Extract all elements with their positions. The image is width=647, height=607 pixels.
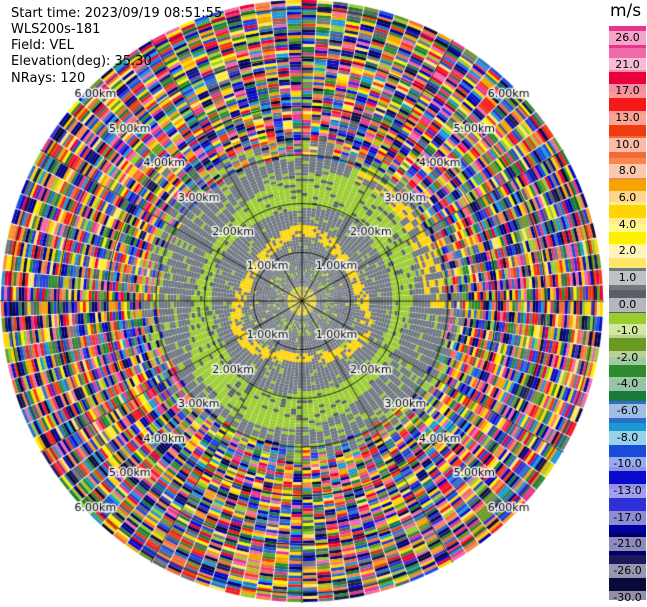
colorbar-segment (609, 466, 646, 490)
colorbar-tick-label: -4.0 (609, 377, 646, 392)
colorbar-tick-label: 4.0 (609, 217, 646, 232)
colorbar-tick-label: -26.0 (609, 564, 646, 579)
nrays-label: NRays: 120 (11, 71, 86, 86)
elevation-label: Elevation(deg): 35.30 (11, 54, 152, 69)
colorbar-tick-label: 26.0 (609, 31, 646, 45)
colorbar-tick-label: 8.0 (609, 164, 646, 179)
colorbar-tick-label: -17.0 (609, 510, 646, 525)
start-time-label: Start time: 2023/09/19 08:51:55 (11, 6, 223, 21)
colorbar-tick-label: -21.0 (609, 537, 646, 552)
colorbar-tick-label: -2.0 (609, 350, 646, 365)
field-label: Field: VEL (11, 38, 74, 53)
colorbar-tick-label: -6.0 (609, 404, 646, 419)
colorbar-tick-label: 1.0 (609, 270, 646, 285)
colorbar-tick-label: -1.0 (609, 324, 646, 339)
colorbar-tick-label: 17.0 (609, 84, 646, 99)
instrument-label: WLS200s-181 (11, 22, 101, 37)
colorbar-tick-label: 21.0 (609, 57, 646, 72)
colorbar-tick-label: -13.0 (609, 484, 646, 499)
colorbar-tick-label: -30.0 (609, 590, 646, 605)
colorbar-tick-label: -8.0 (609, 430, 646, 445)
colorbar-tick-label: -10.0 (609, 457, 646, 472)
colorbar-tick-label: 0.0 (609, 297, 646, 312)
colorbar-tick-label: 6.0 (609, 190, 646, 205)
colorbar-tick-label: 10.0 (609, 137, 646, 152)
colorbar-tick-label: 2.0 (609, 244, 646, 259)
colorbar-tick-label: 13.0 (609, 110, 646, 125)
colorbar-unit: m/s (610, 1, 642, 21)
